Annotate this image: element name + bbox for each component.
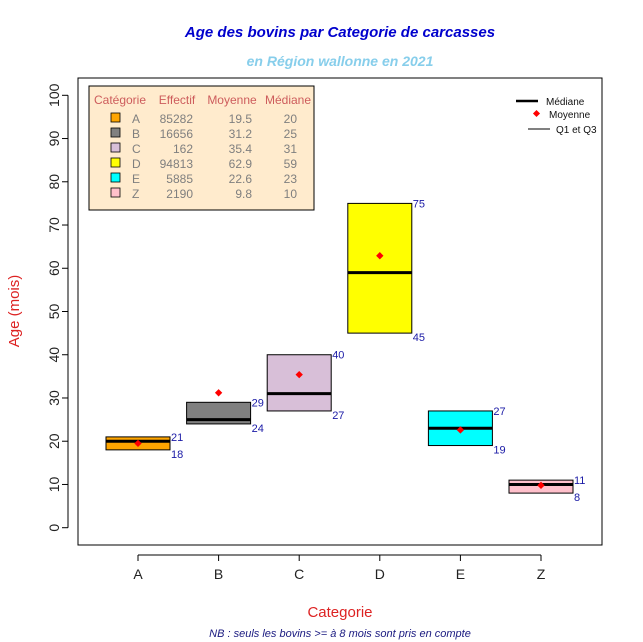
q1-label-D: 45 (413, 332, 425, 344)
y-tick-label: 10 (46, 476, 62, 492)
x-tick-label: E (456, 566, 465, 582)
table-cell-category: A (132, 112, 140, 126)
boxes-group: 21 18 29 24 40 27 75 45 27 19 11 8 (105, 198, 585, 504)
table-cell-effectif: 85282 (160, 112, 194, 126)
table-header: Médiane (265, 93, 311, 107)
table-cell-mediane: 23 (284, 172, 298, 186)
table-swatch-Z (110, 187, 121, 198)
symbol-legend: Médiane Moyenne Q1 et Q3 (516, 97, 597, 136)
q1-label-Z: 8 (574, 492, 580, 504)
chart-title: Age des bovins par Categorie de carcasse… (184, 24, 495, 41)
table-swatch-B (110, 127, 121, 138)
table-cell-moyenne: 22.6 (229, 172, 253, 186)
table-header: Effectif (159, 93, 196, 107)
table-cell-effectif: 2190 (166, 187, 193, 201)
y-axis: 0 10 20 30 40 50 60 70 80 90 100 (46, 83, 69, 532)
stats-table-legend: Catégorie Effectif Moyenne Médiane A 85282 19.… (88, 85, 315, 211)
table-swatch-E (110, 172, 121, 183)
table-cell-mediane: 25 (284, 127, 298, 141)
table-cell-effectif: 162 (173, 142, 193, 156)
q3-label-D: 75 (413, 198, 425, 210)
table-cell-effectif: 16656 (160, 127, 194, 141)
legend-mean-label: Moyenne (549, 110, 591, 121)
table-cell-mediane: 10 (284, 187, 298, 201)
q3-label-Z: 11 (574, 475, 585, 487)
y-tick-label: 30 (46, 390, 62, 406)
table-cell-category: Z (132, 187, 139, 201)
y-tick-label: 100 (46, 83, 62, 107)
table-cell-moyenne: 19.5 (229, 112, 253, 126)
table-cell-category: E (132, 172, 140, 186)
mean-point-E (456, 426, 465, 434)
q3-label-A: 21 (171, 432, 183, 444)
table-cell-moyenne: 62.9 (229, 157, 253, 171)
q1-label-B: 24 (252, 423, 264, 435)
mean-point-C (295, 370, 303, 379)
table-cell-moyenne: 9.8 (235, 187, 252, 201)
q1-label-E: 19 (493, 445, 505, 457)
legend-mean-symbol (532, 109, 541, 118)
y-axis-label: Age (mois) (6, 275, 23, 348)
table-cell-category: B (132, 127, 140, 141)
footnote: NB : seuls les bovins >= à 8 mois sont p… (209, 628, 471, 640)
q3-label-B: 29 (252, 397, 264, 409)
y-tick-label: 50 (46, 304, 62, 320)
table-cell-mediane: 31 (284, 142, 298, 156)
table-cell-moyenne: 35.4 (229, 142, 253, 156)
mean-point-Z (537, 481, 545, 490)
table-cell-effectif: 5885 (166, 172, 193, 186)
x-tick-label: Z (537, 566, 546, 582)
x-tick-label: C (294, 566, 304, 582)
mean-point-D (376, 252, 384, 260)
mean-point-B (214, 389, 223, 397)
table-cell-effectif: 94813 (160, 157, 194, 171)
y-tick-label: 70 (46, 217, 62, 233)
x-axis-label: Categorie (307, 604, 372, 621)
q1-label-A: 18 (171, 449, 183, 461)
table-cell-category: D (132, 157, 141, 171)
y-tick-label: 80 (46, 174, 62, 190)
table-cell-mediane: 59 (284, 157, 298, 171)
x-tick-label: B (214, 566, 223, 582)
y-tick-label: 90 (46, 131, 62, 147)
x-tick-label: D (375, 566, 385, 582)
table-legend-box (88, 85, 315, 211)
q3-label-C: 40 (332, 350, 344, 362)
legend-q-label: Q1 et Q3 (556, 125, 597, 136)
y-tick-label: 20 (46, 433, 62, 449)
box-D (347, 202, 413, 334)
table-header: Moyenne (207, 93, 257, 107)
q1-label-C: 27 (332, 410, 344, 422)
legend-median-label: Médiane (546, 97, 585, 108)
x-tick-label: A (133, 566, 143, 582)
chart-subtitle: en Région wallonne en 2021 (247, 53, 434, 69)
y-tick-label: 0 (46, 524, 62, 532)
table-cell-category: C (132, 142, 141, 156)
plot-frame (77, 77, 603, 546)
table-header: Catégorie (94, 93, 146, 107)
table-swatch-A (110, 112, 121, 123)
y-tick-label: 40 (46, 347, 62, 363)
table-cell-mediane: 20 (284, 112, 298, 126)
table-swatch-D (110, 157, 121, 168)
q3-label-E: 27 (493, 406, 505, 418)
box-C (266, 354, 332, 412)
y-tick-label: 60 (46, 260, 62, 276)
table-cell-moyenne: 31.2 (229, 127, 253, 141)
table-swatch-C (110, 142, 121, 153)
